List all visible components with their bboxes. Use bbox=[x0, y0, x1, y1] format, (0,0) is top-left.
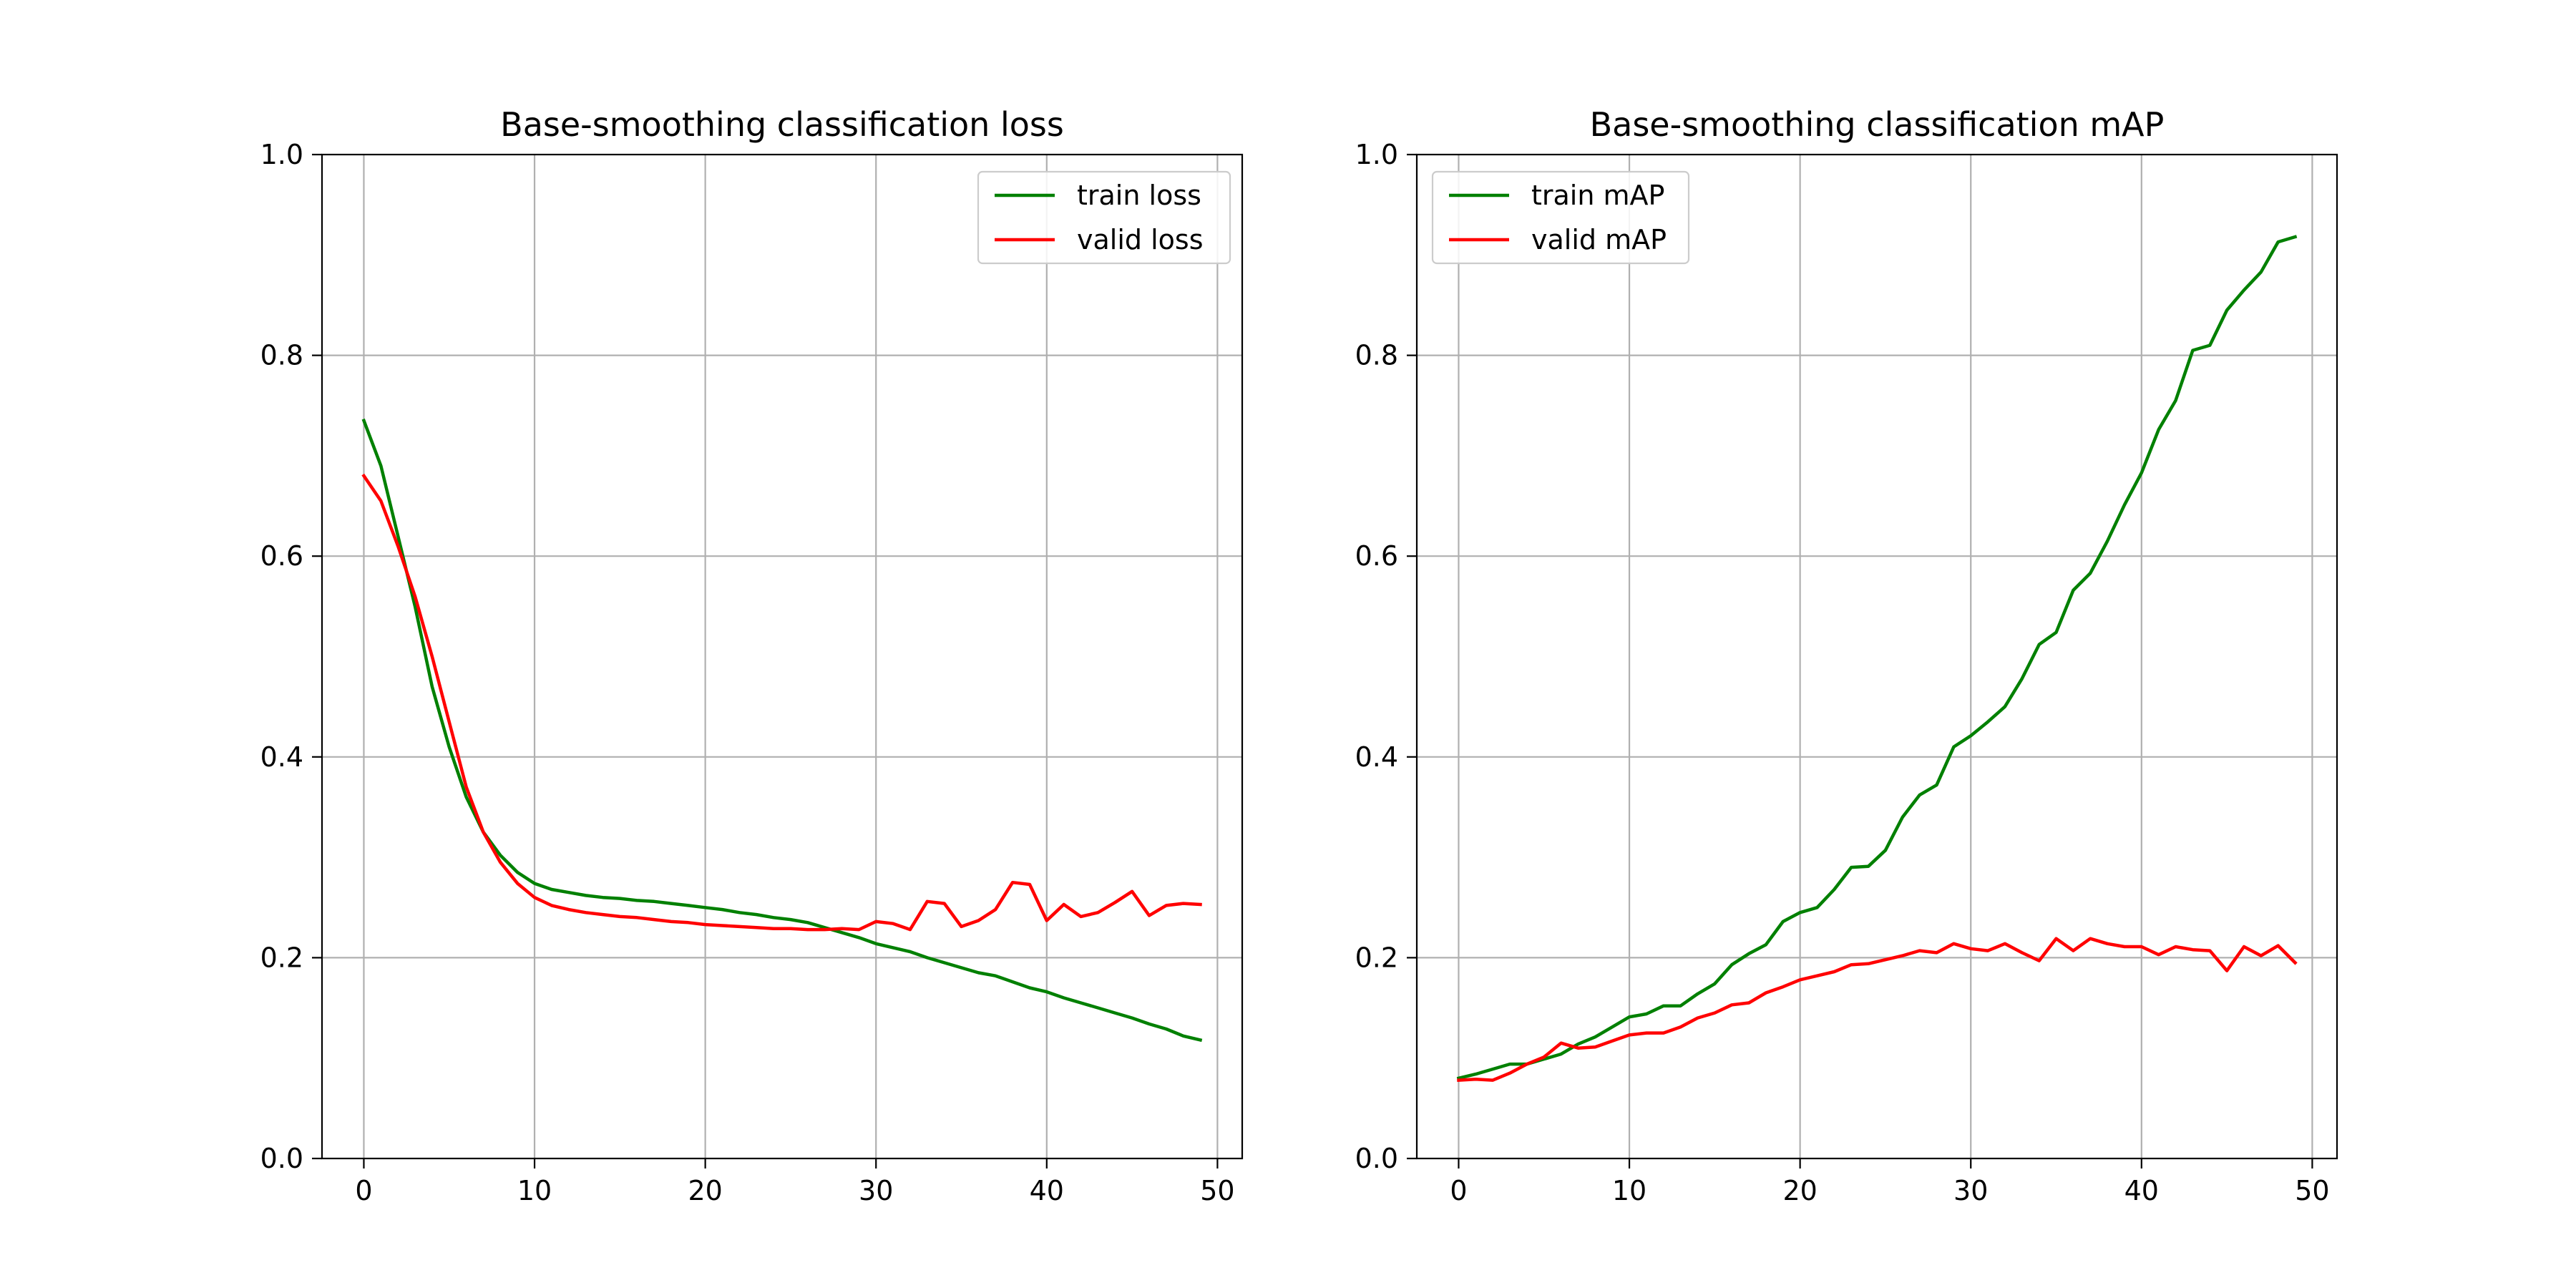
map-chart-title: Base-smoothing classification mAP bbox=[1590, 105, 2165, 144]
series-line-valid-loss bbox=[361, 473, 1202, 932]
map-chart-y-tick-label: 0.6 bbox=[1355, 540, 1398, 572]
loss-chart-ticks: 0 10 20 30 40 50 0.0 0.2 0.4 0.6 0.8 1.0 bbox=[260, 139, 1235, 1206]
loss-chart-gridlines bbox=[322, 155, 1242, 1158]
loss-chart-y-tick-label: 0.2 bbox=[260, 942, 303, 973]
map-chart-x-tick-label: 20 bbox=[1782, 1175, 1817, 1206]
map-chart-y-tick-label: 0.8 bbox=[1355, 340, 1398, 371]
loss-chart-x-tick-label: 40 bbox=[1030, 1175, 1064, 1206]
map-chart-x-tick-label: 40 bbox=[2124, 1175, 2159, 1206]
loss-chart-series bbox=[361, 418, 1203, 1043]
loss-chart-y-tick-label: 0.0 bbox=[260, 1143, 303, 1174]
map-chart-axes-frame bbox=[1415, 153, 2338, 1160]
legend-label-valid-loss: valid loss bbox=[1077, 224, 1204, 255]
map-chart-y-tick-label: 0.0 bbox=[1355, 1143, 1398, 1174]
legend-label-valid-map: valid mAP bbox=[1531, 224, 1667, 255]
loss-chart-x-tick-label: 30 bbox=[859, 1175, 893, 1206]
loss-chart-legend: train loss valid loss bbox=[977, 170, 1231, 265]
loss-chart-y-tick-label: 0.8 bbox=[260, 340, 303, 371]
map-chart-y-tick-label: 0.2 bbox=[1355, 942, 1398, 973]
map-chart-gridlines bbox=[1417, 155, 2337, 1158]
map-chart-series bbox=[1456, 235, 2298, 1082]
loss-chart-x-tick-label: 0 bbox=[355, 1175, 372, 1206]
series-line-train-map bbox=[1456, 235, 2298, 1080]
loss-chart-axes-frame bbox=[321, 153, 1244, 1160]
loss-chart: Base-smoothing classification loss 0 10 20… bbox=[260, 105, 1244, 1206]
legend-label-train-loss: train loss bbox=[1077, 180, 1201, 211]
loss-chart-x-tick-label: 20 bbox=[688, 1175, 722, 1206]
loss-chart-y-tick-label: 0.4 bbox=[260, 741, 303, 773]
map-chart-x-tick-label: 0 bbox=[1450, 1175, 1467, 1206]
legend-label-train-map: train mAP bbox=[1531, 180, 1664, 211]
loss-chart-y-tick-label: 1.0 bbox=[260, 139, 303, 170]
map-chart-y-tick-label: 0.4 bbox=[1355, 741, 1398, 773]
loss-chart-y-tick-label: 0.6 bbox=[260, 540, 303, 572]
map-chart-x-tick-label: 50 bbox=[2295, 1175, 2329, 1206]
map-chart-x-tick-label: 30 bbox=[1953, 1175, 1988, 1206]
loss-chart-x-tick-label: 10 bbox=[517, 1175, 552, 1206]
series-line-train-loss bbox=[361, 418, 1203, 1043]
loss-chart-title: Base-smoothing classification loss bbox=[500, 105, 1064, 144]
map-chart-x-tick-label: 10 bbox=[1612, 1175, 1646, 1206]
map-chart-ticks: 0 10 20 30 40 50 0.0 0.2 0.4 0.6 0.8 1.0 bbox=[1355, 139, 2330, 1206]
map-chart-y-tick-label: 1.0 bbox=[1355, 139, 1398, 170]
series-line-valid-map bbox=[1457, 937, 2298, 1082]
loss-chart-x-tick-label: 50 bbox=[1200, 1175, 1234, 1206]
map-chart: Base-smoothing classification mAP 0 10 20 3… bbox=[1355, 105, 2338, 1206]
map-chart-legend: train mAP valid mAP bbox=[1431, 170, 1690, 265]
